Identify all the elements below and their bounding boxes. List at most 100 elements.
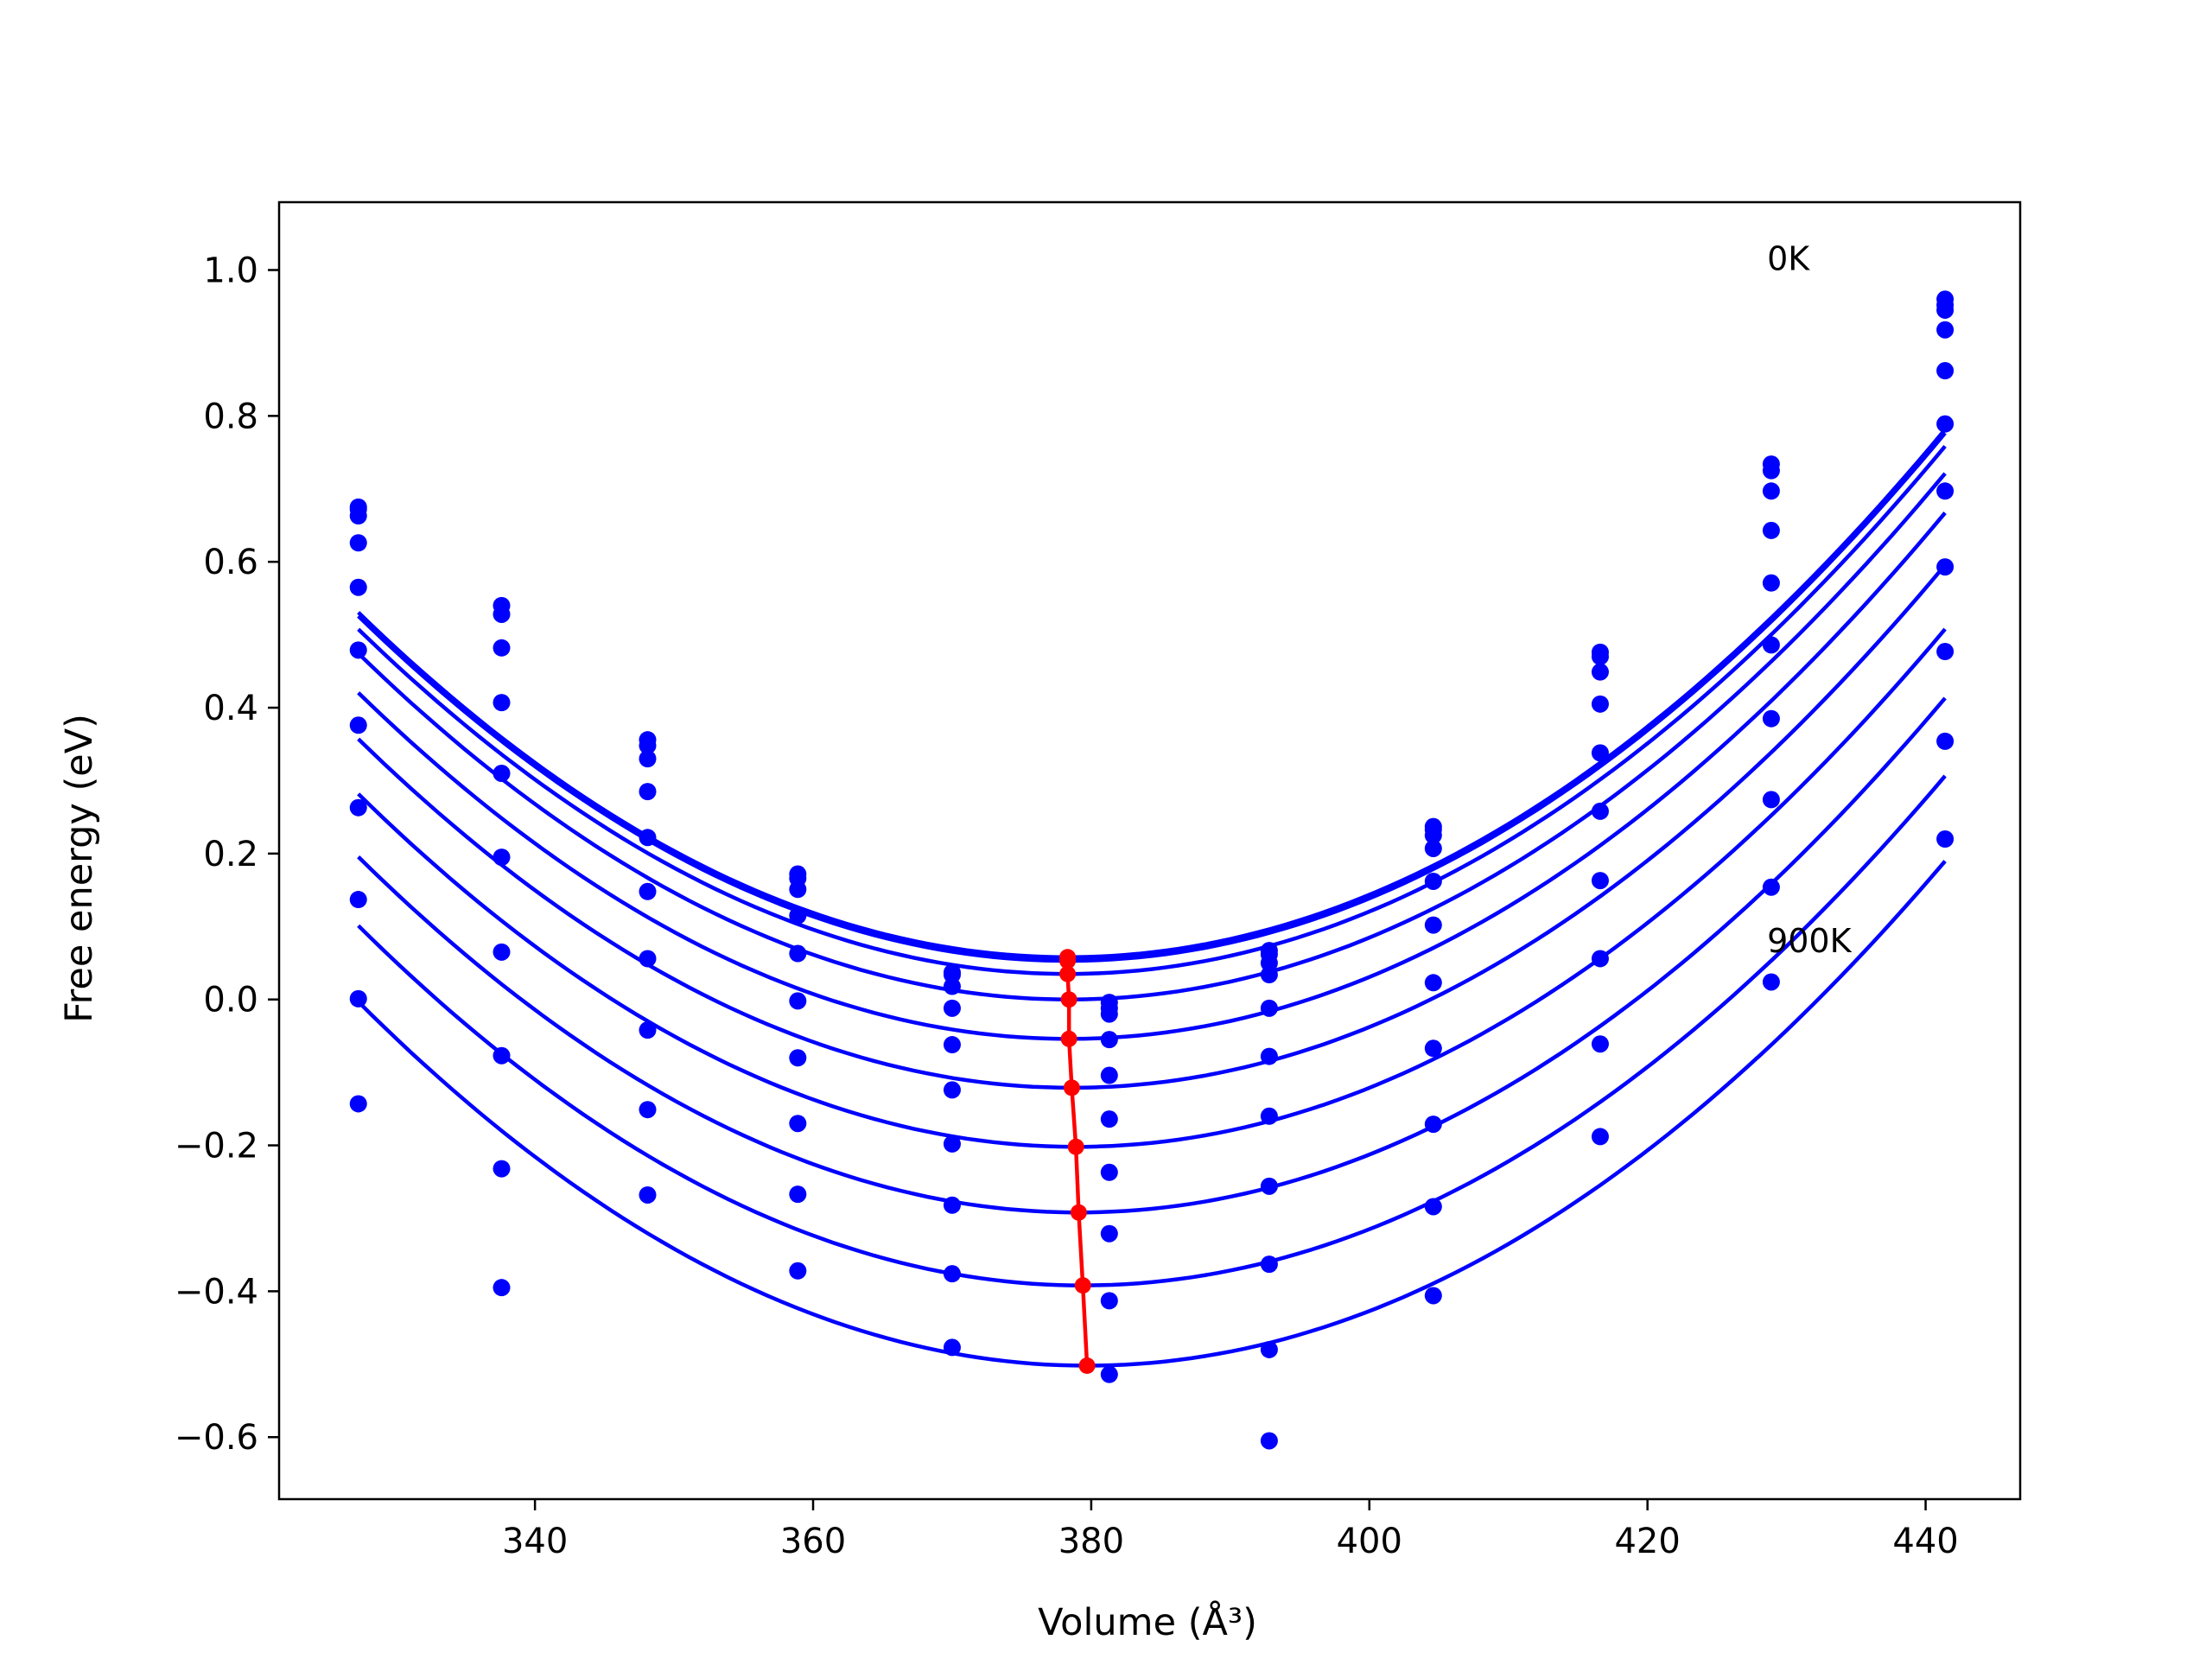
data-point-8-4 xyxy=(943,1265,961,1283)
fit-curve-8 xyxy=(357,774,1947,1287)
data-point-1-8 xyxy=(1591,647,1609,665)
minimum-point-2 xyxy=(1059,965,1077,982)
data-point-5-2 xyxy=(639,882,657,900)
y-tick-label-2: −0.2 xyxy=(175,1127,258,1166)
data-point-6-10 xyxy=(1936,482,1955,500)
data-point-5-1 xyxy=(493,849,511,867)
data-point-4-10 xyxy=(1936,362,1955,380)
data-point-8-0 xyxy=(349,891,367,909)
data-point-4-8 xyxy=(1591,744,1609,762)
data-point-4-7 xyxy=(1424,872,1442,890)
data-point-3-1 xyxy=(493,694,511,712)
fit-curve-5 xyxy=(357,563,1947,1090)
y-tick-label-3: 0.0 xyxy=(203,981,258,1020)
data-point-4-1 xyxy=(493,765,511,783)
data-point-10-0 xyxy=(349,1095,367,1113)
data-point-9-9 xyxy=(1762,973,1780,991)
data-point-9-5 xyxy=(1100,1365,1118,1383)
data-point-7-2 xyxy=(639,1021,657,1039)
fit-curve-3 xyxy=(357,472,1947,1001)
data-point-6-1 xyxy=(493,943,511,961)
data-point-4-5 xyxy=(1100,1066,1118,1084)
data-point-3-2 xyxy=(639,783,657,801)
data-point-9-4 xyxy=(943,1338,961,1357)
data-point-5-9 xyxy=(1762,636,1780,654)
data-point-9-3 xyxy=(789,1262,807,1280)
x-tick-label-2: 380 xyxy=(1058,1522,1124,1561)
data-point-9-10 xyxy=(1936,732,1955,750)
minimum-point-9 xyxy=(1078,1357,1096,1375)
data-point-6-6 xyxy=(1260,1107,1278,1125)
data-point-3-4 xyxy=(943,999,961,1017)
y-axis-label: Free energy (eV) xyxy=(58,714,101,1023)
data-point-4-9 xyxy=(1762,574,1780,592)
minimum-point-3 xyxy=(1060,991,1077,1008)
x-tick-label-4: 420 xyxy=(1614,1522,1680,1561)
data-point-6-8 xyxy=(1591,872,1609,890)
x-tick-label-1: 360 xyxy=(780,1522,846,1561)
fit-curve-2 xyxy=(357,444,1947,976)
data-point-8-2 xyxy=(639,1101,657,1119)
fit-curve-4 xyxy=(357,512,1947,1041)
data-point-10-10 xyxy=(1936,830,1955,848)
data-point-8-5 xyxy=(1100,1292,1118,1310)
data-point-2-10 xyxy=(1936,301,1955,319)
data-point-5-3 xyxy=(789,992,807,1010)
data-point-9-1 xyxy=(493,1279,511,1297)
minimum-point-7 xyxy=(1070,1204,1087,1221)
data-point-8-9 xyxy=(1762,878,1780,896)
data-point-8-10 xyxy=(1936,643,1955,661)
data-point-4-3 xyxy=(789,944,807,963)
data-point-7-1 xyxy=(493,1046,511,1065)
x-tick-label-0: 340 xyxy=(502,1522,568,1561)
data-point-2-9 xyxy=(1762,482,1780,500)
y-axis-ticks: −0.6 −0.4 −0.2 0.0 0.2 0.4 0.6 0.8 1.0 xyxy=(175,251,279,1458)
y-tick-label-0: −0.6 xyxy=(175,1418,258,1458)
minimum-locus xyxy=(1059,949,1096,1375)
data-point-7-8 xyxy=(1591,950,1609,968)
data-point-4-6 xyxy=(1260,999,1278,1017)
data-point-8-7 xyxy=(1424,1116,1442,1134)
data-point-2-8 xyxy=(1591,663,1609,681)
fit-curve-0 xyxy=(357,428,1947,959)
data-point-6-7 xyxy=(1424,974,1442,992)
data-point-4-4 xyxy=(943,1036,961,1054)
data-point-8-6 xyxy=(1260,1255,1278,1274)
data-point-3-3 xyxy=(789,906,807,925)
data-point-3-8 xyxy=(1591,695,1609,713)
x-axis-label: Volume (Å³) xyxy=(1038,1600,1257,1644)
data-point-7-10 xyxy=(1936,558,1955,576)
annotations: 0K 900K xyxy=(1767,240,1853,960)
y-tick-label-6: 0.6 xyxy=(203,543,258,582)
data-point-9-0 xyxy=(349,989,367,1007)
fit-curve-7 xyxy=(357,696,1947,1215)
data-point-5-10 xyxy=(1936,415,1955,433)
minimum-point-6 xyxy=(1067,1138,1084,1155)
minimum-point-4 xyxy=(1060,1030,1077,1047)
data-point-4-0 xyxy=(349,578,367,596)
data-point-7-5 xyxy=(1100,1224,1118,1243)
x-axis-ticks: 340 360 380 400 420 440 xyxy=(502,1499,1959,1561)
data-point-8-1 xyxy=(493,1160,511,1178)
x-tick-label-5: 440 xyxy=(1892,1522,1958,1561)
data-point-5-8 xyxy=(1591,802,1609,820)
data-point-10-6 xyxy=(1260,1432,1278,1450)
data-point-7-9 xyxy=(1762,791,1780,809)
data-point-10-7 xyxy=(1424,1287,1442,1305)
data-point-3-10 xyxy=(1936,321,1955,339)
data-point-5-4 xyxy=(943,1081,961,1099)
data-point-3-9 xyxy=(1762,521,1780,539)
data-point-6-0 xyxy=(349,716,367,734)
data-point-8-8 xyxy=(1591,1035,1609,1053)
data-point-6-4 xyxy=(943,1135,961,1153)
data-point-2-5 xyxy=(1100,1005,1118,1023)
data-point-7-7 xyxy=(1424,1039,1442,1058)
data-point-7-4 xyxy=(943,1196,961,1214)
data-point-3-0 xyxy=(349,534,367,552)
data-point-9-2 xyxy=(639,1185,657,1204)
fit-curve-1 xyxy=(357,431,1947,963)
data-point-2-2 xyxy=(639,750,657,768)
x-tick-label-3: 400 xyxy=(1337,1522,1402,1561)
data-point-2-4 xyxy=(943,977,961,995)
